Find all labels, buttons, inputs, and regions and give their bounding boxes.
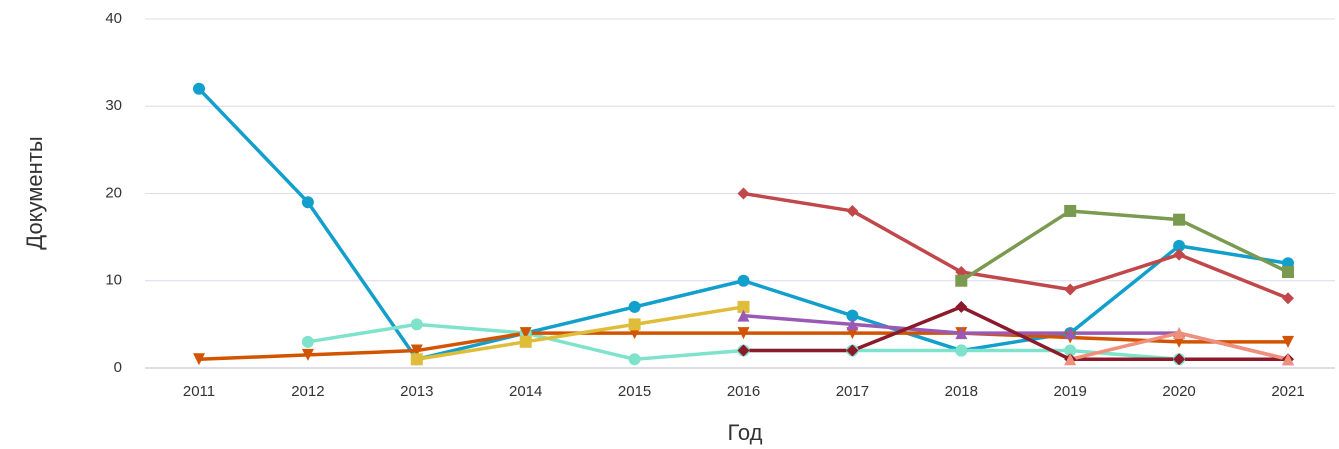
point — [1282, 266, 1294, 279]
point — [628, 353, 641, 366]
point — [1064, 353, 1077, 366]
series-line — [743, 313, 1289, 361]
x-tick-label: 2014 — [509, 383, 542, 400]
point — [737, 187, 750, 200]
point — [519, 335, 532, 348]
point — [193, 353, 205, 366]
point — [1064, 327, 1077, 340]
x-axis-title: Год — [727, 420, 762, 445]
point — [1282, 335, 1294, 348]
point — [410, 318, 423, 331]
point — [519, 327, 532, 340]
point — [846, 309, 859, 322]
point — [1064, 204, 1077, 217]
point — [737, 327, 750, 340]
series-line — [416, 305, 744, 362]
point — [955, 344, 968, 357]
point — [846, 344, 859, 357]
point — [846, 204, 859, 217]
point — [1173, 327, 1186, 340]
point — [301, 196, 314, 209]
y-tick-label: 0 — [114, 359, 122, 376]
point — [1173, 353, 1186, 366]
point — [301, 348, 314, 361]
point — [410, 353, 423, 366]
point — [1173, 213, 1186, 226]
point — [737, 309, 750, 322]
series-line — [743, 305, 1288, 362]
series-line — [960, 209, 1289, 283]
point — [1064, 283, 1077, 296]
point — [1282, 292, 1294, 305]
x-tick-label: 2021 — [1271, 383, 1304, 400]
x-tick-label: 2016 — [727, 383, 760, 400]
point — [1173, 248, 1186, 261]
point — [737, 300, 750, 313]
point — [955, 274, 968, 287]
point — [410, 344, 423, 357]
point — [1064, 344, 1077, 357]
x-tick-label: 2020 — [1162, 383, 1195, 400]
y-tick-label: 20 — [105, 184, 122, 201]
point — [955, 300, 968, 313]
series-line — [743, 191, 1289, 300]
point — [737, 344, 750, 357]
point — [628, 318, 641, 331]
x-tick-label: 2015 — [618, 383, 651, 400]
x-tick-label: 2012 — [291, 383, 324, 400]
x-tick-label: 2018 — [945, 383, 978, 400]
point — [955, 327, 968, 340]
point — [301, 335, 314, 348]
x-tick-label: 2017 — [836, 383, 869, 400]
point — [628, 300, 641, 313]
y-axis-title: Документы — [22, 136, 47, 249]
y-tick-label: 40 — [105, 10, 122, 27]
y-tick-label: 30 — [105, 97, 122, 114]
point — [193, 82, 205, 95]
y-tick-label: 10 — [105, 272, 122, 289]
point — [737, 274, 750, 287]
x-tick-label: 2013 — [400, 383, 433, 400]
point — [1173, 239, 1186, 252]
x-tick-label: 2011 — [183, 383, 215, 400]
point — [1282, 353, 1294, 366]
point — [846, 318, 859, 331]
x-tick-label: 2019 — [1054, 383, 1087, 400]
